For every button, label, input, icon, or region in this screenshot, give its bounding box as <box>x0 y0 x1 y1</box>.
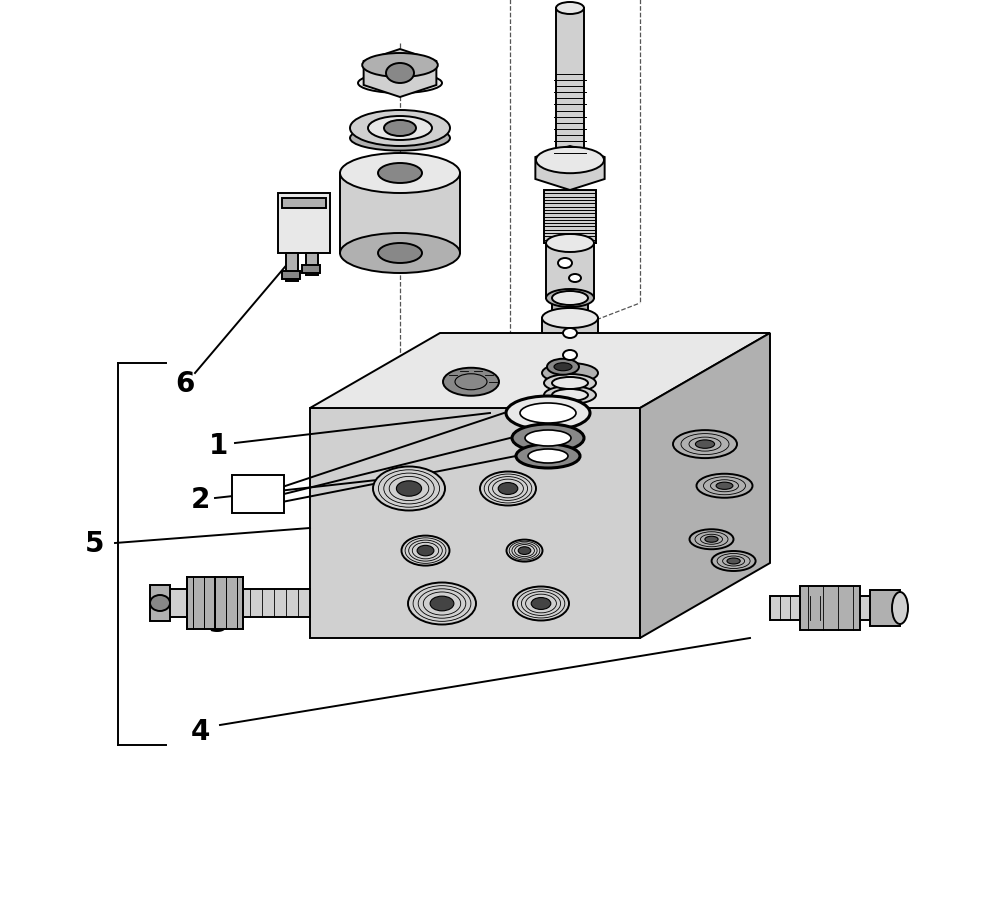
Ellipse shape <box>546 235 594 253</box>
Text: 4: 4 <box>190 717 210 745</box>
Bar <box>282 272 300 280</box>
Polygon shape <box>535 147 605 191</box>
Ellipse shape <box>386 64 414 84</box>
Ellipse shape <box>512 424 584 452</box>
Ellipse shape <box>673 431 737 459</box>
Ellipse shape <box>516 444 580 469</box>
Polygon shape <box>187 577 243 629</box>
Ellipse shape <box>378 163 422 184</box>
Bar <box>306 254 318 275</box>
Polygon shape <box>546 244 594 299</box>
Ellipse shape <box>443 368 499 396</box>
Ellipse shape <box>362 54 438 78</box>
Polygon shape <box>800 586 860 630</box>
Ellipse shape <box>556 148 584 160</box>
Ellipse shape <box>552 312 588 326</box>
Ellipse shape <box>507 540 542 562</box>
Bar <box>282 199 326 209</box>
Bar <box>286 254 298 282</box>
Text: 3: 3 <box>208 610 228 638</box>
Ellipse shape <box>544 375 596 393</box>
Polygon shape <box>544 191 596 244</box>
Ellipse shape <box>547 359 579 376</box>
Ellipse shape <box>528 450 568 463</box>
Ellipse shape <box>430 597 454 611</box>
Ellipse shape <box>350 111 450 147</box>
Ellipse shape <box>358 74 442 94</box>
Polygon shape <box>310 408 640 638</box>
Ellipse shape <box>350 126 450 152</box>
Polygon shape <box>556 9 584 154</box>
Ellipse shape <box>544 386 596 405</box>
Polygon shape <box>640 333 770 638</box>
Ellipse shape <box>150 595 170 611</box>
Polygon shape <box>340 173 460 254</box>
Ellipse shape <box>554 363 572 371</box>
Ellipse shape <box>695 441 715 449</box>
Ellipse shape <box>552 377 588 389</box>
Polygon shape <box>364 50 436 98</box>
Bar <box>302 265 320 274</box>
Ellipse shape <box>542 364 598 384</box>
Ellipse shape <box>368 116 432 141</box>
Polygon shape <box>552 299 588 319</box>
Ellipse shape <box>558 259 572 269</box>
Ellipse shape <box>556 3 584 15</box>
Ellipse shape <box>716 482 733 489</box>
Text: 5: 5 <box>85 529 105 557</box>
Ellipse shape <box>690 530 734 550</box>
Bar <box>232 476 284 514</box>
Polygon shape <box>150 585 170 621</box>
Ellipse shape <box>727 558 740 564</box>
Text: 6: 6 <box>175 369 195 397</box>
Text: 7: 7 <box>256 480 275 508</box>
Ellipse shape <box>563 329 577 339</box>
Polygon shape <box>542 319 598 374</box>
Polygon shape <box>770 596 890 620</box>
Polygon shape <box>160 590 310 618</box>
Ellipse shape <box>408 582 476 625</box>
Ellipse shape <box>563 350 577 360</box>
Ellipse shape <box>552 389 588 402</box>
Ellipse shape <box>373 467 445 511</box>
Ellipse shape <box>705 536 718 543</box>
Ellipse shape <box>417 545 434 556</box>
Ellipse shape <box>569 275 581 283</box>
Polygon shape <box>870 591 900 627</box>
Polygon shape <box>310 333 770 408</box>
Ellipse shape <box>531 598 551 610</box>
Ellipse shape <box>455 375 487 390</box>
Ellipse shape <box>518 547 531 554</box>
Bar <box>278 194 330 254</box>
Ellipse shape <box>696 474 753 498</box>
Ellipse shape <box>520 404 576 424</box>
Ellipse shape <box>480 472 536 506</box>
Ellipse shape <box>384 121 416 137</box>
Ellipse shape <box>536 147 604 174</box>
Ellipse shape <box>498 483 518 495</box>
Ellipse shape <box>340 234 460 274</box>
Text: 2: 2 <box>190 486 210 514</box>
Ellipse shape <box>378 244 422 264</box>
Text: 1: 1 <box>208 432 228 460</box>
Ellipse shape <box>712 552 756 572</box>
Ellipse shape <box>542 309 598 329</box>
Ellipse shape <box>546 290 594 308</box>
Ellipse shape <box>506 396 590 431</box>
Ellipse shape <box>396 481 422 497</box>
Ellipse shape <box>340 154 460 194</box>
Ellipse shape <box>525 431 571 446</box>
Ellipse shape <box>513 587 569 621</box>
Ellipse shape <box>402 536 450 566</box>
Ellipse shape <box>892 592 908 624</box>
Ellipse shape <box>552 292 588 305</box>
